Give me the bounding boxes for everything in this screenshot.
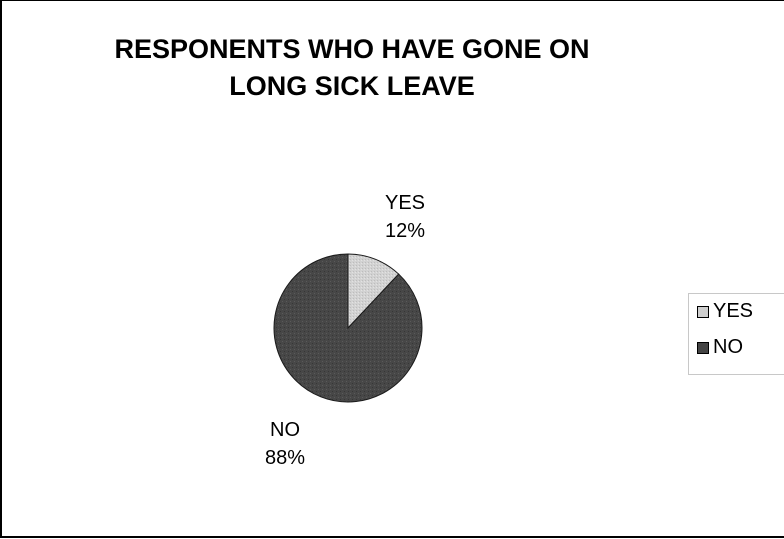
chart-title-line-1: RESPONENTS WHO HAVE GONE ON <box>114 34 590 64</box>
legend-item-no: NO <box>697 336 743 359</box>
slice-label-yes: YES 12% <box>368 189 442 245</box>
chart-title-line-2: LONG SICK LEAVE <box>229 71 475 101</box>
chart-legend: YES NO <box>688 293 784 375</box>
slice-label-yes-category: YES <box>384 192 426 214</box>
slice-label-no-category: NO <box>270 419 300 441</box>
slice-label-no: NO 88% <box>248 416 322 472</box>
slice-label-yes-percent: 12% <box>384 220 426 242</box>
pie-slice-no <box>273 253 423 403</box>
legend-item-yes: YES <box>697 300 753 323</box>
legend-label-no: NO <box>713 336 743 358</box>
slice-label-no-percent: 88% <box>264 447 306 469</box>
legend-label-yes: YES <box>713 300 754 322</box>
chart-title: RESPONENTS WHO HAVE GONE ON LONG SICK LE… <box>62 31 642 105</box>
legend-swatch-no <box>697 341 709 354</box>
legend-swatch-yes <box>697 305 709 318</box>
